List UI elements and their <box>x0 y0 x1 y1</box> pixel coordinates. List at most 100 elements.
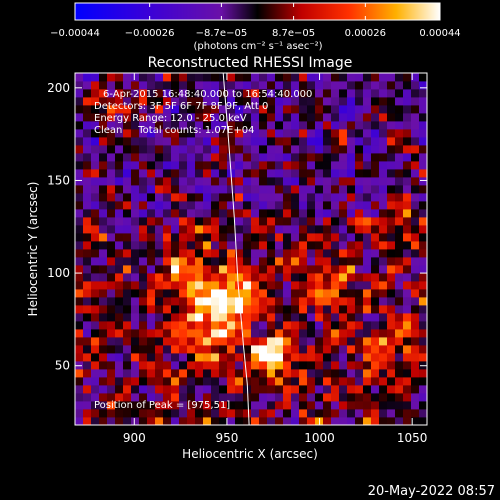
heatmap-cell <box>83 329 92 338</box>
heatmap-cell <box>355 321 364 330</box>
heatmap-cell <box>395 161 404 170</box>
heatmap-cell <box>195 409 204 418</box>
heatmap-cell <box>171 409 180 418</box>
heatmap-cell <box>259 185 268 194</box>
heatmap-cell <box>187 337 196 346</box>
heatmap-cell <box>187 401 196 410</box>
heatmap-cell <box>347 225 356 234</box>
heatmap-cell <box>379 345 388 354</box>
heatmap-cell <box>395 81 404 90</box>
heatmap-cell <box>339 321 348 330</box>
heatmap-cell <box>235 209 244 218</box>
heatmap-cell <box>387 345 396 354</box>
heatmap-cell <box>387 257 396 266</box>
heatmap-cell <box>355 409 364 418</box>
heatmap-cell <box>179 257 188 266</box>
heatmap-cell <box>347 81 356 90</box>
heatmap-cell <box>355 401 364 410</box>
heatmap-cell <box>371 81 380 90</box>
heatmap-cell <box>219 273 228 282</box>
heatmap-cell <box>283 401 292 410</box>
heatmap-cell <box>115 121 124 130</box>
heatmap-cell <box>155 345 164 354</box>
heatmap-cell <box>395 385 404 394</box>
heatmap-cell <box>251 89 260 98</box>
heatmap-cell <box>363 289 372 298</box>
heatmap-cell <box>227 145 236 154</box>
heatmap-cell <box>203 113 212 122</box>
heatmap-cell <box>347 129 356 138</box>
heatmap-cell <box>283 233 292 242</box>
heatmap-cell <box>315 145 324 154</box>
heatmap-cell <box>355 417 364 426</box>
heatmap-cell <box>379 393 388 402</box>
heatmap-cell <box>219 393 228 402</box>
heatmap-cell <box>283 353 292 362</box>
heatmap-cell <box>147 385 156 394</box>
heatmap-cell <box>267 337 276 346</box>
heatmap-cell <box>211 161 220 170</box>
heatmap-cell <box>387 121 396 130</box>
heatmap-cell <box>211 273 220 282</box>
heatmap-cell <box>179 169 188 178</box>
heatmap-cell <box>371 233 380 242</box>
heatmap-cell <box>107 217 116 226</box>
heatmap-cell <box>371 329 380 338</box>
heatmap-cell <box>371 249 380 258</box>
heatmap-cell <box>283 385 292 394</box>
heatmap-cell <box>275 401 284 410</box>
heatmap-cell <box>147 353 156 362</box>
heatmap-cell <box>107 105 116 114</box>
heatmap-cell <box>387 193 396 202</box>
heatmap-cell <box>163 249 172 258</box>
heatmap-cell <box>339 153 348 162</box>
heatmap-cell <box>251 401 260 410</box>
heatmap-cell <box>251 289 260 298</box>
heatmap-cell <box>147 161 156 170</box>
heatmap-cell <box>219 137 228 146</box>
heatmap-cell <box>323 329 332 338</box>
heatmap-cell <box>339 145 348 154</box>
heatmap-cell <box>107 233 116 242</box>
heatmap-cell <box>419 185 428 194</box>
heatmap-cell <box>299 217 308 226</box>
heatmap-cell <box>195 297 204 306</box>
heatmap-cell <box>259 201 268 210</box>
heatmap-cell <box>243 417 252 426</box>
heatmap-cell <box>275 73 284 82</box>
heatmap-cell <box>379 273 388 282</box>
heatmap-cell <box>155 153 164 162</box>
heatmap-cell <box>395 289 404 298</box>
heatmap-cell <box>227 89 236 98</box>
heatmap-cell <box>355 137 364 146</box>
heatmap-cell <box>395 329 404 338</box>
heatmap-cell <box>75 297 84 306</box>
heatmap-cell <box>283 289 292 298</box>
heatmap-cell <box>211 265 220 274</box>
heatmap-cell <box>339 257 348 266</box>
heatmap-cell <box>179 409 188 418</box>
heatmap-cell <box>371 409 380 418</box>
heatmap-cell <box>195 265 204 274</box>
heatmap-cell <box>147 121 156 130</box>
heatmap-cell <box>267 265 276 274</box>
heatmap-cell <box>139 225 148 234</box>
heatmap-cell <box>115 281 124 290</box>
heatmap-cell <box>347 345 356 354</box>
colorbar-tick-label: 8.7e−05 <box>272 28 315 39</box>
heatmap-cell <box>107 409 116 418</box>
heatmap-cell <box>267 305 276 314</box>
heatmap-cell <box>75 145 84 154</box>
heatmap-cell <box>75 385 84 394</box>
heatmap-cell <box>235 129 244 138</box>
heatmap-cell <box>363 193 372 202</box>
heatmap-cell <box>83 217 92 226</box>
heatmap-cell <box>259 281 268 290</box>
heatmap-cell <box>267 137 276 146</box>
heatmap-cell <box>307 409 316 418</box>
heatmap-cell <box>395 105 404 114</box>
heatmap-cell <box>371 169 380 178</box>
heatmap-cell <box>259 105 268 114</box>
heatmap-cell <box>219 321 228 330</box>
heatmap-cell <box>267 161 276 170</box>
